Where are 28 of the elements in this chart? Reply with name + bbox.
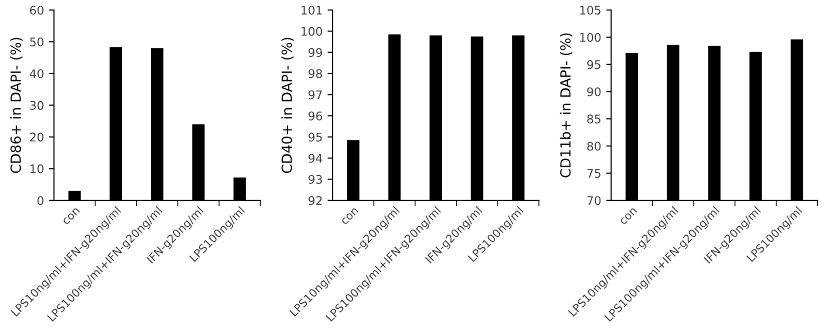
y-tick-label: 30	[30, 100, 44, 110]
y-tick-label: 20	[30, 132, 44, 142]
y-axis-title: CD11b+ in DAPI- (%)	[560, 33, 572, 178]
y-tick-label: 96	[308, 112, 322, 120]
y-tick-label: 50	[30, 37, 44, 46]
y-tick-label: 80	[587, 142, 601, 151]
y-tick-label: 105	[580, 6, 600, 15]
y-tick-label: 40	[30, 69, 44, 78]
y-tick-label: 85	[587, 114, 600, 124]
y-tick-label: 60	[30, 6, 44, 15]
y-tick-label: 95	[308, 132, 322, 142]
y-tick-label: 90	[587, 87, 601, 96]
y-axis-title: CD40+ in DAPI- (%)	[281, 38, 294, 173]
y-tick-label: 94	[308, 154, 322, 163]
y-tick-label: 95	[587, 60, 600, 70]
y-tick-label: 75	[587, 169, 600, 178]
y-tick-label: 92	[308, 196, 322, 206]
y-axis-title: CD86+ in DAPI- (%)	[10, 38, 23, 173]
y-tick-label: 100	[580, 32, 601, 42]
y-tick-label: 93	[308, 174, 322, 184]
y-tick-label: 101	[302, 6, 322, 15]
y-tick-label: 100	[302, 26, 322, 36]
y-tick-label: 10	[30, 164, 44, 174]
y-tick-label: 0	[37, 196, 44, 206]
y-tick-label: 98	[308, 69, 322, 78]
y-tick-label: 70	[587, 196, 601, 206]
y-tick-label: 99	[308, 48, 322, 57]
y-tick-label: 97	[308, 90, 322, 100]
